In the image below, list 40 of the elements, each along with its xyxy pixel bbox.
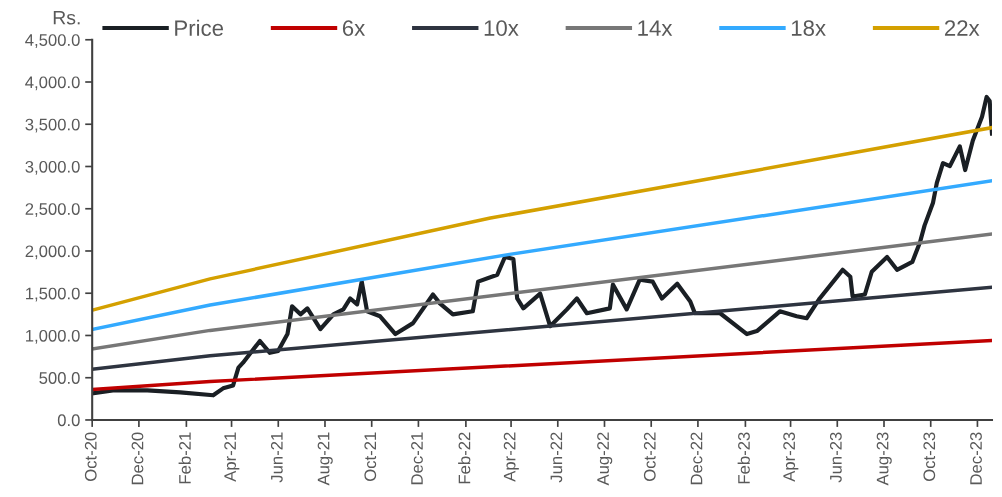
x-tick-label: Apr-23	[783, 432, 799, 482]
x-tick-label: Oct-23	[923, 432, 936, 481]
y-tick-label: 2,000.0	[25, 245, 80, 260]
x-tick-label: Feb-23	[737, 432, 750, 484]
y-tick-label: 0.0	[57, 414, 80, 427]
y-tick-label: 1,500.0	[26, 287, 80, 302]
y-tick-label: 4,000.0	[25, 76, 80, 91]
x-tick-label: Dec-22	[690, 432, 703, 485]
line-series	[92, 94, 992, 398]
y-tick-label: 3,500.0	[25, 118, 80, 133]
y-tick-label: 500.0	[39, 372, 80, 384]
x-tick-label: Dec-21	[411, 432, 423, 485]
x-tick-label: Oct-22	[643, 432, 656, 481]
legend-label: 22x	[944, 20, 980, 36]
legend-label: 10x	[484, 20, 519, 36]
x-tick-label: Dec-20	[131, 432, 144, 485]
x-tick-label: Jun-23	[829, 432, 842, 483]
x-tick-label: Dec-23	[970, 432, 982, 485]
line-series	[92, 125, 992, 312]
y-tick-label: 1,000.0	[26, 329, 80, 344]
y-tick-label: 4,500.0	[25, 34, 80, 48]
legend-label: 14x	[638, 20, 673, 36]
x-tick-label: Apr-22	[503, 432, 519, 482]
legend-label: Price	[175, 19, 224, 36]
line-series	[92, 179, 992, 332]
legend-label: 18x	[791, 20, 826, 36]
x-tick-label: Oct-20	[84, 432, 97, 481]
x-tick-label: Feb-22	[458, 432, 471, 484]
y-tick-label: 2,500.0	[25, 203, 80, 217]
x-tick-label: Feb-21	[178, 432, 191, 484]
y-axis-title: Rs.	[53, 10, 80, 25]
y-tick-label: 3,000.0	[25, 160, 80, 175]
legend-label: 6x	[342, 20, 366, 36]
x-tick-label: Aug-22	[597, 432, 613, 486]
x-tick-label: Jun-22	[550, 432, 563, 483]
x-tick-label: Apr-21	[224, 432, 240, 482]
x-tick-label: Oct-21	[364, 432, 377, 481]
x-tick-label: Jun-21	[270, 432, 283, 483]
x-tick-label: Aug-23	[876, 432, 892, 486]
x-tick-label: Aug-21	[317, 432, 333, 486]
